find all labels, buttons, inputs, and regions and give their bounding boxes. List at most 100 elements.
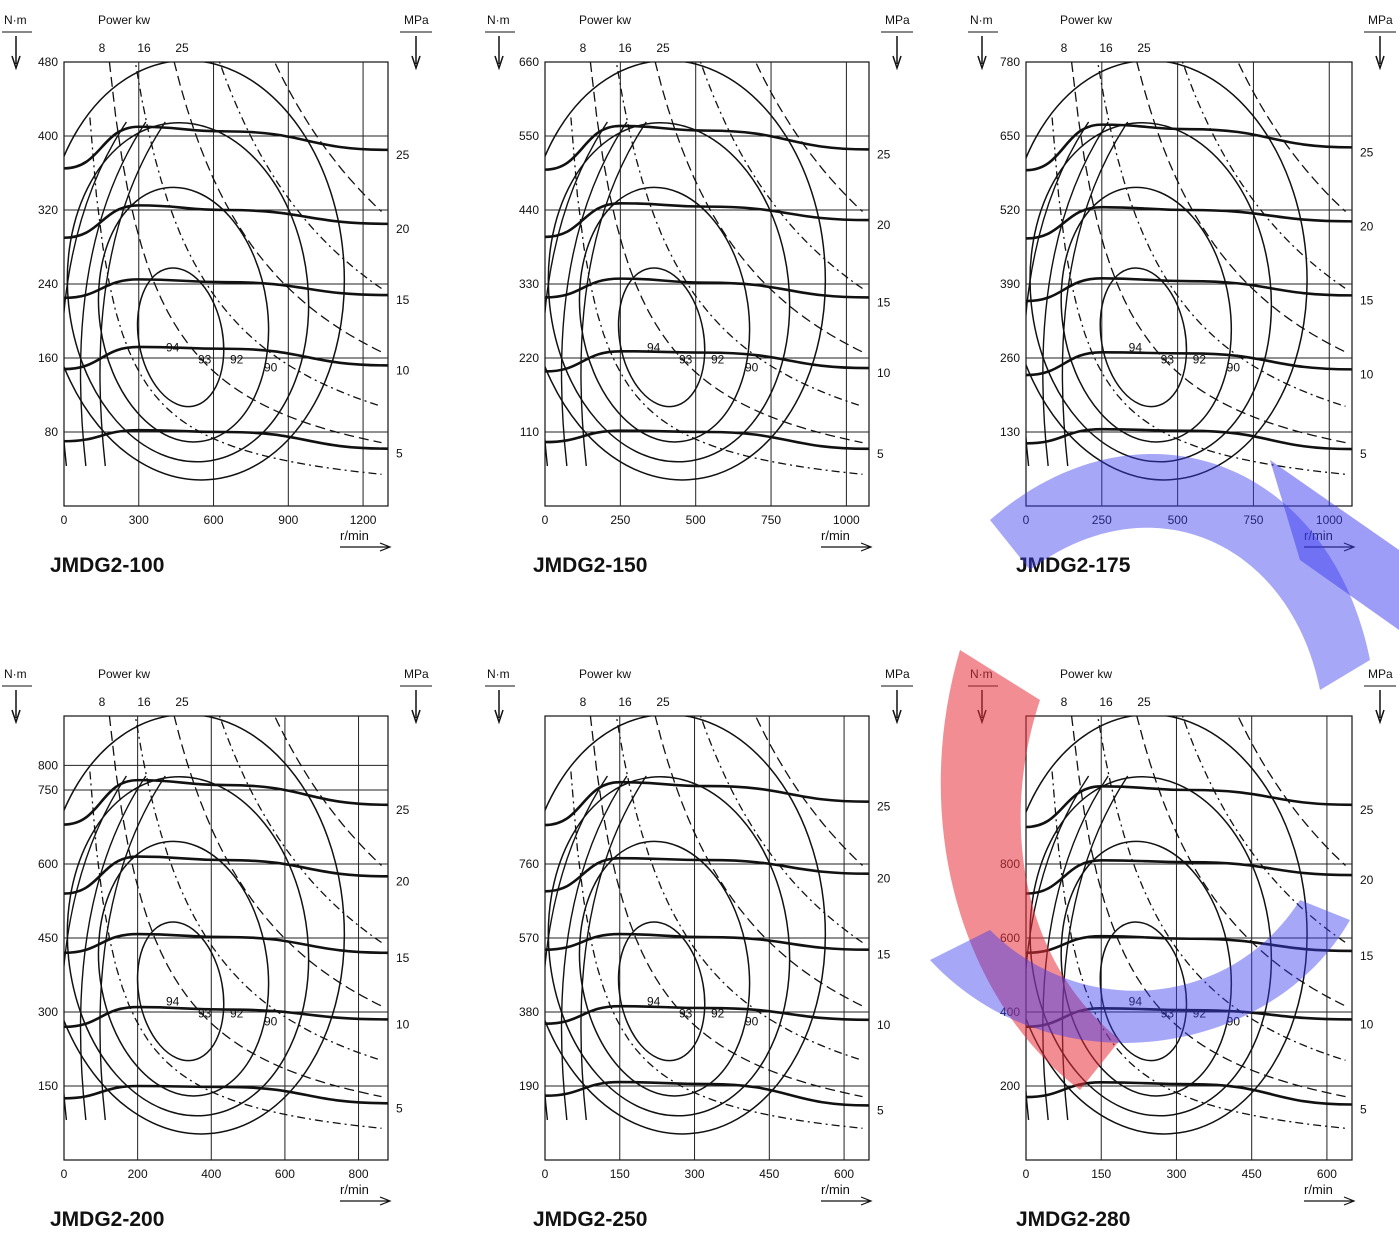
boundary-curve xyxy=(560,775,628,1121)
pressure-label: 10 xyxy=(1360,367,1374,381)
efficiency-label: 93 xyxy=(198,1006,212,1020)
y-tick-label: 160 xyxy=(38,351,58,365)
torque-axis-arrow xyxy=(494,36,504,71)
y-tick-label: 110 xyxy=(520,425,539,439)
pressure-axis-arrow xyxy=(411,690,421,725)
efficiency-contour xyxy=(1060,840,1233,1097)
pressure-label: 15 xyxy=(877,948,891,962)
pressure-curve xyxy=(64,345,388,371)
y-tick-label: 450 xyxy=(38,931,58,945)
chart-panel: 0 150 300 450 600 190 380 570 760 N·m Power kw MPa r… xyxy=(485,667,913,1231)
pressure-label: 5 xyxy=(396,447,403,461)
x-tick-label: 500 xyxy=(1168,513,1188,527)
pressure-label: 10 xyxy=(1360,1017,1374,1031)
pressure-label: 5 xyxy=(1360,1103,1367,1117)
power-curve xyxy=(754,716,863,866)
efficiency-contour xyxy=(547,775,791,1117)
power-label: 16 xyxy=(1099,695,1113,709)
power-label: 16 xyxy=(618,41,632,55)
y-tick-label: 190 xyxy=(519,1079,539,1093)
power-curve xyxy=(89,771,382,1129)
y-tick-label: 600 xyxy=(1000,931,1020,945)
power-curve xyxy=(589,716,863,1098)
pressure-curve xyxy=(545,124,869,171)
pressure-curve xyxy=(64,932,388,955)
y-tick-label: 570 xyxy=(519,931,539,945)
x-tick-label: 150 xyxy=(1091,1167,1111,1181)
pressure-label: 5 xyxy=(1360,447,1367,461)
pressure-label: 20 xyxy=(877,872,891,886)
efficiency-label: 92 xyxy=(1193,352,1207,366)
power-label: 25 xyxy=(656,695,670,709)
y-tick-label: 520 xyxy=(1000,203,1020,217)
power-header-label: Power kw xyxy=(1060,13,1112,27)
pressure-unit-label: MPa xyxy=(885,667,910,681)
y-tick-label: 400 xyxy=(1000,1005,1020,1019)
speed-unit-label: r/min xyxy=(821,528,850,543)
x-tick-label: 600 xyxy=(834,1167,854,1181)
torque-unit-label: N·m xyxy=(487,667,510,681)
y-tick-label: 390 xyxy=(1000,277,1020,291)
power-curve xyxy=(1070,62,1346,444)
pressure-unit-label: MPa xyxy=(1368,667,1393,681)
y-tick-label: 750 xyxy=(38,783,58,797)
pressure-label: 15 xyxy=(877,295,891,309)
power-curve xyxy=(654,716,863,1007)
power-curve xyxy=(1237,716,1346,866)
y-tick-label: 400 xyxy=(38,129,58,143)
pressure-label: 25 xyxy=(396,148,410,162)
y-tick-label: 440 xyxy=(519,203,539,217)
x-tick-label: 200 xyxy=(128,1167,148,1181)
efficiency-label: 94 xyxy=(166,340,180,354)
x-tick-label: 0 xyxy=(542,1167,549,1181)
torque-axis-arrow xyxy=(11,36,21,71)
power-curve xyxy=(754,62,863,212)
power-curve xyxy=(570,771,863,1129)
pressure-curve xyxy=(545,429,869,451)
y-tick-label: 130 xyxy=(1000,425,1020,439)
pressure-label: 15 xyxy=(396,293,410,307)
model-title: JMDG2-100 xyxy=(50,554,164,577)
model-title: JMDG2-280 xyxy=(1016,1208,1130,1231)
power-curve xyxy=(134,62,382,407)
power-curve xyxy=(173,62,382,353)
curve-group xyxy=(64,62,388,481)
efficiency-label: 90 xyxy=(745,1014,759,1028)
power-curve xyxy=(615,62,863,407)
efficiency-contour xyxy=(1026,62,1308,481)
boundary-curve xyxy=(560,121,628,467)
power-curve xyxy=(1181,716,1346,944)
pressure-unit-label: MPa xyxy=(404,667,429,681)
efficiency-label: 93 xyxy=(679,352,693,366)
efficiency-contour xyxy=(617,267,706,408)
model-title: JMDG2-150 xyxy=(533,554,647,577)
x-tick-label: 300 xyxy=(685,1167,705,1181)
efficiency-label: 90 xyxy=(745,360,759,374)
y-tick-label: 200 xyxy=(1000,1079,1020,1093)
power-label: 16 xyxy=(137,695,151,709)
x-tick-label: 600 xyxy=(275,1167,295,1181)
y-tick-label: 330 xyxy=(519,277,539,291)
x-tick-label: 300 xyxy=(129,513,149,527)
pressure-unit-label: MPa xyxy=(404,13,429,27)
pressure-label: 25 xyxy=(396,803,410,817)
pressure-curve xyxy=(545,349,869,373)
x-tick-label: 1000 xyxy=(833,513,860,527)
power-curve xyxy=(273,716,382,866)
boundary-curve xyxy=(79,121,147,467)
pressure-label: 20 xyxy=(396,874,410,888)
pressure-label: 10 xyxy=(396,1017,410,1031)
boundary-curve xyxy=(545,775,608,1121)
pressure-label: 20 xyxy=(396,222,410,236)
boundary-curve xyxy=(1026,121,1090,467)
x-tick-label: 1200 xyxy=(350,513,377,527)
pressure-label: 10 xyxy=(877,366,891,380)
power-label: 8 xyxy=(99,41,106,55)
pressure-curve xyxy=(64,125,388,170)
power-label: 25 xyxy=(1137,41,1151,55)
torque-axis-arrow xyxy=(977,690,987,725)
efficiency-contour xyxy=(617,921,706,1062)
power-header-label: Power kw xyxy=(98,13,150,27)
pressure-curve xyxy=(545,277,869,299)
